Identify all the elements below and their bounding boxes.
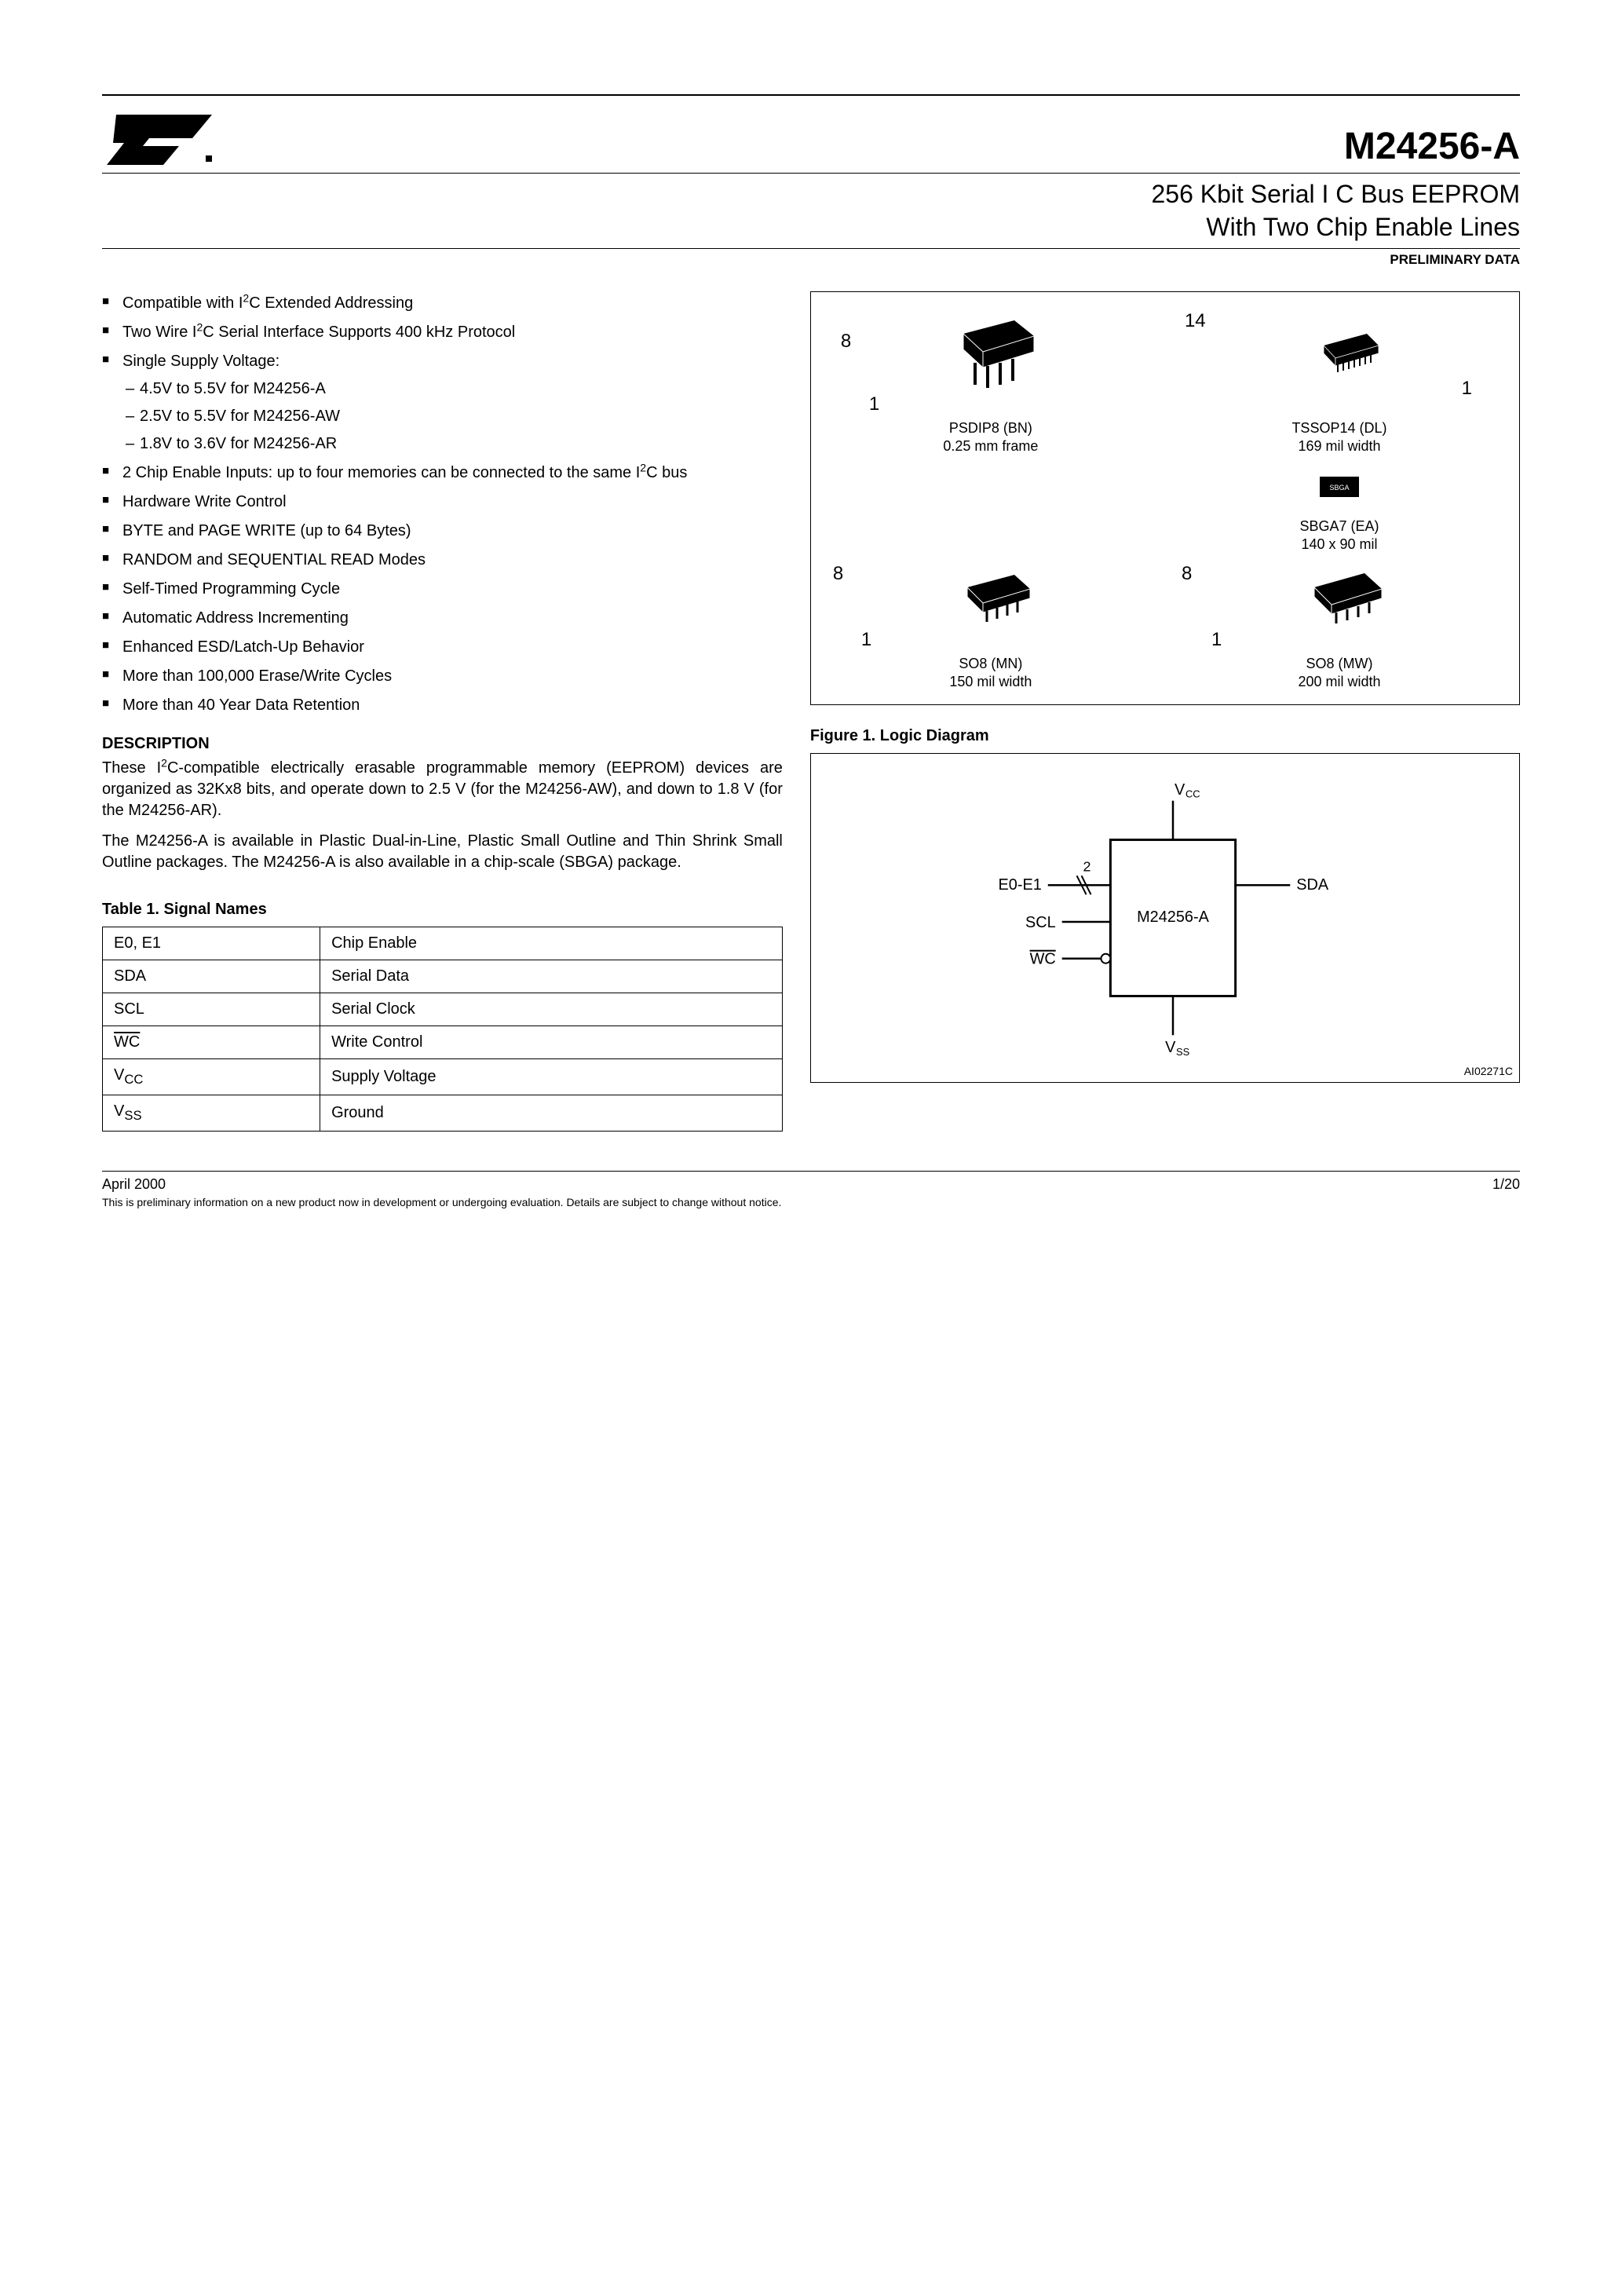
sig-desc: Chip Enable (320, 927, 783, 960)
table-row: VCCSupply Voltage (103, 1059, 783, 1095)
psdip8-label: PSDIP8 (BN) 0.25 mm frame (820, 419, 1161, 455)
datasheet-page: M24256-A 256 Kbit Serial I C Bus EEPROM … (102, 94, 1520, 1208)
package-so8mw: 8 1 (1169, 558, 1510, 690)
table-row: WCWrite Control (103, 1026, 783, 1059)
chip-label: M24256-A (1137, 909, 1210, 926)
subtitle-line2: With Two Chip Enable Lines (1206, 213, 1520, 241)
feature-item: Enhanced ESD/Latch-Up Behavior (102, 635, 783, 660)
feature-item: RANDOM and SEQUENTIAL READ Modes (102, 548, 783, 572)
sig-name: VCC (103, 1059, 320, 1095)
tssop14-icon: 14 (1169, 306, 1510, 416)
svg-text:2: 2 (1083, 858, 1090, 874)
sig-name: SDA (103, 960, 320, 993)
signal-table: E0, E1Chip Enable SDASerial Data SCLSeri… (102, 927, 783, 1132)
footer: April 2000 1/20 (102, 1171, 1520, 1193)
sig-desc: Serial Data (320, 960, 783, 993)
psdip8-icon: 8 1 (820, 306, 1161, 416)
table-row: E0, E1Chip Enable (103, 927, 783, 960)
two-column-layout: Compatible with I2C Extended Addressing … (102, 291, 1520, 1132)
logic-diagram: M24256-A V CC V SS 2 E0-E1 (810, 753, 1520, 1083)
description-p2: The M24256-A is available in Plastic Dua… (102, 831, 783, 873)
rule-2 (102, 248, 1520, 249)
st-logo (102, 105, 220, 168)
feature-item: Compatible with I2C Extended Addressing (102, 291, 783, 316)
top-rule (102, 94, 1520, 96)
svg-text:WC: WC (1029, 951, 1055, 968)
sbga7-icon: SBGA (1169, 459, 1510, 514)
package-sbga7: SBGA SBGA7 (EA) 140 x 90 mil (1169, 459, 1510, 553)
package-box: 8 1 (810, 291, 1520, 705)
right-column: 8 1 (810, 291, 1520, 1132)
part-number: M24256-A (1344, 125, 1520, 168)
feature-item: Automatic Address Incrementing (102, 606, 783, 631)
feature-item: More than 40 Year Data Retention (102, 693, 783, 718)
left-column: Compatible with I2C Extended Addressing … (102, 291, 783, 1132)
sig-name: E0, E1 (103, 927, 320, 960)
package-grid: 8 1 (820, 306, 1510, 690)
footer-date: April 2000 (102, 1176, 166, 1193)
feature-item: BYTE and PAGE WRITE (up to 64 Bytes) (102, 519, 783, 543)
table-row: VSSGround (103, 1095, 783, 1132)
feature-item: Single Supply Voltage: 4.5V to 5.5V for … (102, 349, 783, 456)
table-row: SCLSerial Clock (103, 993, 783, 1026)
package-psdip8: 8 1 (820, 306, 1161, 455)
rule-1 (102, 173, 1520, 174)
feature-item: More than 100,000 Erase/Write Cycles (102, 664, 783, 689)
preliminary-label: PRELIMINARY DATA (102, 252, 1520, 268)
sig-name: VSS (103, 1095, 320, 1132)
description-p1: These I2C-compatible electrically erasab… (102, 758, 783, 821)
sbga7-label: SBGA7 (EA) 140 x 90 mil (1169, 517, 1510, 553)
footer-page: 1/20 (1492, 1176, 1520, 1193)
sig-name: WC (103, 1026, 320, 1059)
sig-desc: Serial Clock (320, 993, 783, 1026)
svg-text:SDA: SDA (1296, 876, 1329, 894)
svg-text:CC: CC (1185, 788, 1200, 800)
footer-disclaimer: This is preliminary information on a new… (102, 1196, 1520, 1208)
feature-item: Hardware Write Control (102, 490, 783, 514)
feature-sub-item: 1.8V to 3.6V for M24256-AR (122, 432, 783, 456)
svg-text:E0-E1: E0-E1 (998, 876, 1041, 894)
svg-text:SCL: SCL (1025, 914, 1056, 931)
so8mn-label: SO8 (MN) 150 mil width (820, 655, 1161, 690)
package-so8mn: 8 1 (820, 558, 1161, 690)
so8mw-label: SO8 (MW) 200 mil width (1169, 655, 1510, 690)
feature-list: Compatible with I2C Extended Addressing … (102, 291, 783, 718)
package-tssop14: 14 (1169, 306, 1510, 455)
svg-text:V: V (1174, 781, 1185, 799)
so8mw-icon: 8 1 (1169, 558, 1510, 652)
svg-text:SBGA: SBGA (1329, 484, 1349, 492)
subtitle: 256 Kbit Serial I C Bus EEPROM With Two … (102, 178, 1520, 243)
figure1-title: Figure 1. Logic Diagram (810, 727, 1520, 745)
feature-item: Self-Timed Programming Cycle (102, 577, 783, 601)
so8mn-icon: 8 1 (820, 558, 1161, 652)
feature-item: Two Wire I2C Serial Interface Supports 4… (102, 320, 783, 345)
sig-desc: Write Control (320, 1026, 783, 1059)
svg-text:V: V (1165, 1039, 1176, 1056)
sig-desc: Supply Voltage (320, 1059, 783, 1095)
tssop14-label: TSSOP14 (DL) 169 mil width (1169, 419, 1510, 455)
header-row: M24256-A (102, 105, 1520, 168)
subtitle-line1: 256 Kbit Serial I C Bus EEPROM (1151, 180, 1520, 208)
svg-text:SS: SS (1176, 1046, 1190, 1058)
sig-desc: Ground (320, 1095, 783, 1132)
sig-name: SCL (103, 993, 320, 1026)
description-heading: DESCRIPTION (102, 735, 783, 753)
table1-title: Table 1. Signal Names (102, 901, 783, 919)
feature-item: 2 Chip Enable Inputs: up to four memorie… (102, 461, 783, 485)
figure-ref: AI02271C (1464, 1065, 1513, 1077)
feature-sublist: 4.5V to 5.5V for M24256-A 2.5V to 5.5V f… (122, 377, 783, 456)
feature-sub-item: 2.5V to 5.5V for M24256-AW (122, 404, 783, 429)
table-row: SDASerial Data (103, 960, 783, 993)
feature-sub-item: 4.5V to 5.5V for M24256-A (122, 377, 783, 401)
